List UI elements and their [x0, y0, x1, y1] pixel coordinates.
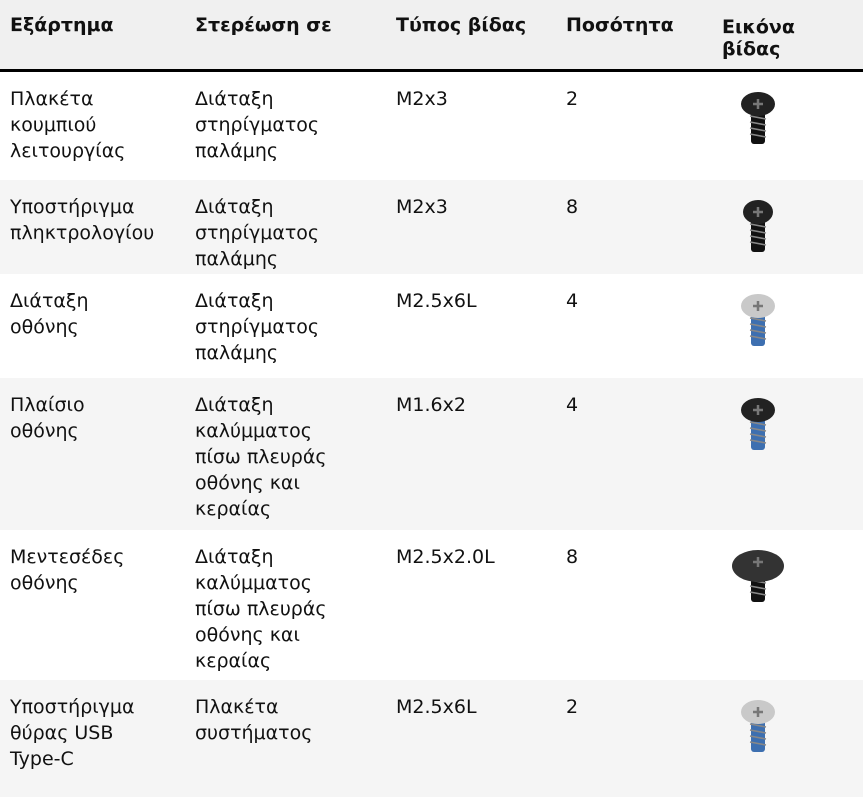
cell-line: Πλακέτα — [195, 694, 312, 720]
cell-line: Ποσότητα — [566, 14, 674, 36]
cell-line: παλάμης — [195, 340, 319, 366]
cell-line: Type-C — [10, 746, 135, 772]
cell-line: οθόνης — [10, 418, 85, 444]
cell-line: 4 — [566, 392, 578, 418]
cell-line: καλύμματος — [195, 570, 327, 596]
screw-image — [728, 544, 788, 614]
cell-line: οθόνης και — [195, 622, 327, 648]
cell-line: Εξάρτημα — [10, 14, 114, 36]
cell: M2.5x6L — [396, 694, 477, 720]
cell: M2x3 — [396, 194, 448, 220]
cell-line: οθόνης και — [195, 470, 327, 496]
cell-line: καλύμματος — [195, 418, 327, 444]
cell-line: οθόνης — [10, 570, 124, 596]
screw-image — [728, 392, 788, 462]
cell-line: στηρίγματος — [195, 112, 319, 138]
cell-line: Υποστήριγμα — [10, 694, 135, 720]
cell-line: Διάταξη — [195, 544, 327, 570]
cell-line: 2 — [566, 86, 578, 112]
cell-line: M2x3 — [396, 194, 448, 220]
cell-line: M1.6x2 — [396, 392, 466, 418]
cell-line: οθόνης — [10, 314, 89, 340]
cell-line: πίσω πλευράς — [195, 596, 327, 622]
cell: M2.5x6L — [396, 288, 477, 314]
cell: 2 — [566, 86, 578, 112]
cell-line: Τύπος βίδας — [396, 14, 526, 36]
cell-line: M2.5x6L — [396, 694, 477, 720]
cell-line: 8 — [566, 544, 578, 570]
cell-line: παλάμης — [195, 246, 319, 272]
cell-line: στηρίγματος — [195, 314, 319, 340]
cell-line: M2.5x2.0L — [396, 544, 495, 570]
cell-line: 8 — [566, 194, 578, 220]
cell-line: κεραίας — [195, 648, 327, 674]
screw-image — [728, 288, 788, 358]
cell-line: Διάταξη — [10, 288, 89, 314]
cell-line: M2x3 — [396, 86, 448, 112]
cell: M2.5x2.0L — [396, 544, 495, 570]
cell: 8 — [566, 194, 578, 220]
cell-line: M2.5x6L — [396, 288, 477, 314]
cell-line: Μεντεσέδες — [10, 544, 124, 570]
cell-line: Διάταξη — [195, 392, 327, 418]
cell-line: Πλαίσιο — [10, 392, 85, 418]
screw-image — [728, 194, 788, 264]
cell-line: βίδας — [722, 38, 795, 60]
cell-line: Πλακέτα — [10, 86, 125, 112]
cell-line: λειτουργίας — [10, 138, 125, 164]
cell-line: στηρίγματος — [195, 220, 319, 246]
cell-line: 4 — [566, 288, 578, 314]
cell: M2x3 — [396, 86, 448, 112]
page: Εξάρτημα Στερέωση σε Τύπος βίδας Ποσότητα Ει… — [0, 0, 863, 797]
cell: M1.6x2 — [396, 392, 466, 418]
cell-line: παλάμης — [195, 138, 319, 164]
screw-image — [728, 694, 788, 764]
cell-line: Διάταξη — [195, 194, 319, 220]
cell: Τύπος βίδας — [396, 14, 526, 36]
cell: 8 — [566, 544, 578, 570]
cell-line: θύρας USB — [10, 720, 135, 746]
header-row: Εξάρτημα Στερέωση σε Τύπος βίδας Ποσότητα Ει… — [0, 0, 863, 72]
cell-line: 2 — [566, 694, 578, 720]
screw-image — [728, 86, 788, 156]
cell-line: κουμπιού — [10, 112, 125, 138]
cell: Στερέωση σε — [195, 14, 332, 36]
cell-line: πίσω πλευράς — [195, 444, 327, 470]
cell-line: Εικόνα — [722, 16, 795, 38]
cell: Εξάρτημα — [10, 14, 114, 36]
cell: 4 — [566, 392, 578, 418]
cell-line: κεραίας — [195, 496, 327, 522]
cell-line: πληκτρολογίου — [10, 220, 154, 246]
cell: 2 — [566, 694, 578, 720]
cell-line: Διάταξη — [195, 86, 319, 112]
cell-line: συστήματος — [195, 720, 312, 746]
cell: Ποσότητα — [566, 14, 674, 36]
cell: 4 — [566, 288, 578, 314]
cell-line: Διάταξη — [195, 288, 319, 314]
cell-line: Υποστήριγμα — [10, 194, 154, 220]
cell-line: Στερέωση σε — [195, 14, 332, 36]
